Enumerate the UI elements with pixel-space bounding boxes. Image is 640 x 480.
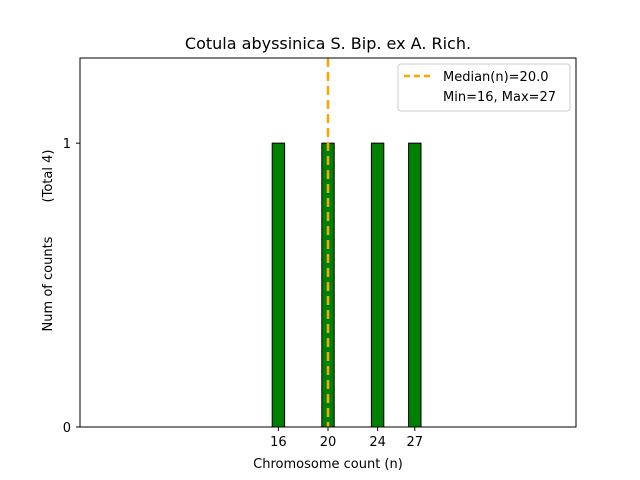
- bar-24: [370, 142, 385, 428]
- y-tick-label: 0: [63, 421, 71, 436]
- chart-title: Cotula abyssinica S. Bip. ex A. Rich.: [185, 34, 471, 53]
- x-tick-label: 24: [369, 435, 386, 450]
- x-axis-label: Chromosome count (n): [253, 457, 403, 472]
- bars-layer: [80, 142, 459, 428]
- x-ticks: 16 20 24 27: [270, 427, 423, 450]
- x-tick-label: 20: [320, 435, 337, 450]
- legend-minmax-label: Min=16, Max=27: [443, 90, 556, 105]
- y-ticks: 01: [63, 137, 80, 436]
- x-tick-label: 27: [407, 435, 424, 450]
- legend-median-label: Median(n)=20.0: [443, 70, 549, 85]
- legend: Median(n)=20.0 Min=16, Max=27: [397, 63, 571, 112]
- legend-box: [397, 63, 571, 112]
- bar-16: [271, 142, 286, 428]
- bar-27: [408, 142, 422, 428]
- y-axis-label-group: Num of counts (Total 4): [41, 150, 56, 332]
- y-tick-label: 1: [63, 137, 71, 152]
- x-tick-label: 16: [270, 435, 287, 450]
- y-axis-label: Num of counts: [41, 236, 56, 331]
- y-axis-total-label: (Total 4): [41, 150, 56, 203]
